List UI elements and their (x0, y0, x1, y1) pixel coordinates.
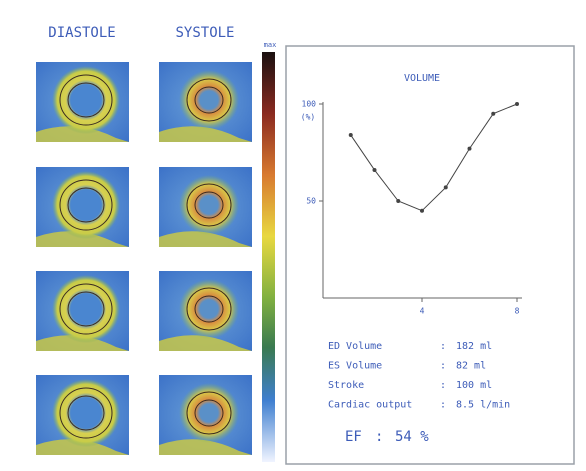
scan-ring (52, 379, 120, 447)
scan-tile (36, 271, 129, 351)
volume-point (444, 185, 448, 189)
scan-tile (36, 167, 129, 247)
diastole-label: DIASTOLE (48, 25, 115, 41)
stat-label: Cardiac output (328, 400, 412, 411)
ef-label: EF (345, 429, 362, 445)
scan-tiles (36, 62, 252, 455)
scan-tile (159, 271, 252, 351)
stat-sep: : (440, 400, 446, 411)
colorbar (262, 52, 275, 462)
volume-point (515, 102, 519, 106)
scan-ring (52, 66, 120, 134)
volume-point (396, 199, 400, 203)
ef-sep: : (375, 429, 383, 445)
stat-sep: : (440, 341, 446, 352)
stat-label: Stroke (328, 380, 364, 391)
screen: DIASTOLE SYSTOLE max VOLUME (%) 5010048 … (0, 0, 586, 471)
stat-value: 8.5 l/min (456, 400, 510, 411)
y-tick-label: 100 (302, 100, 317, 109)
stat-value: 100 ml (456, 380, 492, 391)
volume-point (373, 168, 377, 172)
scan-ring (52, 275, 120, 343)
x-tick-label: 4 (420, 307, 425, 316)
scan-tile (159, 167, 252, 247)
y-axis-label: (%) (301, 113, 315, 122)
volume-point (420, 209, 424, 213)
scan-tile (36, 62, 129, 142)
volume-point (491, 112, 495, 116)
stat-value: 182 ml (456, 341, 492, 352)
scan-tile (159, 62, 252, 142)
page: DIASTOLE SYSTOLE max VOLUME (%) 5010048 … (0, 0, 586, 471)
stat-label: ES Volume (328, 361, 382, 372)
systole-label: SYSTOLE (175, 25, 234, 41)
scan-tile (159, 375, 252, 455)
y-tick-label: 50 (306, 197, 316, 206)
volume-point (349, 133, 353, 137)
stat-label: ED Volume (328, 341, 382, 352)
stat-value: 82 ml (456, 361, 486, 372)
volume-point (468, 147, 472, 151)
stat-sep: : (440, 380, 446, 391)
colorbar-max-label: max (264, 41, 277, 49)
x-tick-label: 8 (515, 307, 520, 316)
ef-value: 54 % (395, 429, 429, 445)
scan-ring (52, 171, 120, 239)
chart-title: VOLUME (404, 73, 440, 84)
stat-sep: : (440, 361, 446, 372)
scan-tile (36, 375, 129, 455)
